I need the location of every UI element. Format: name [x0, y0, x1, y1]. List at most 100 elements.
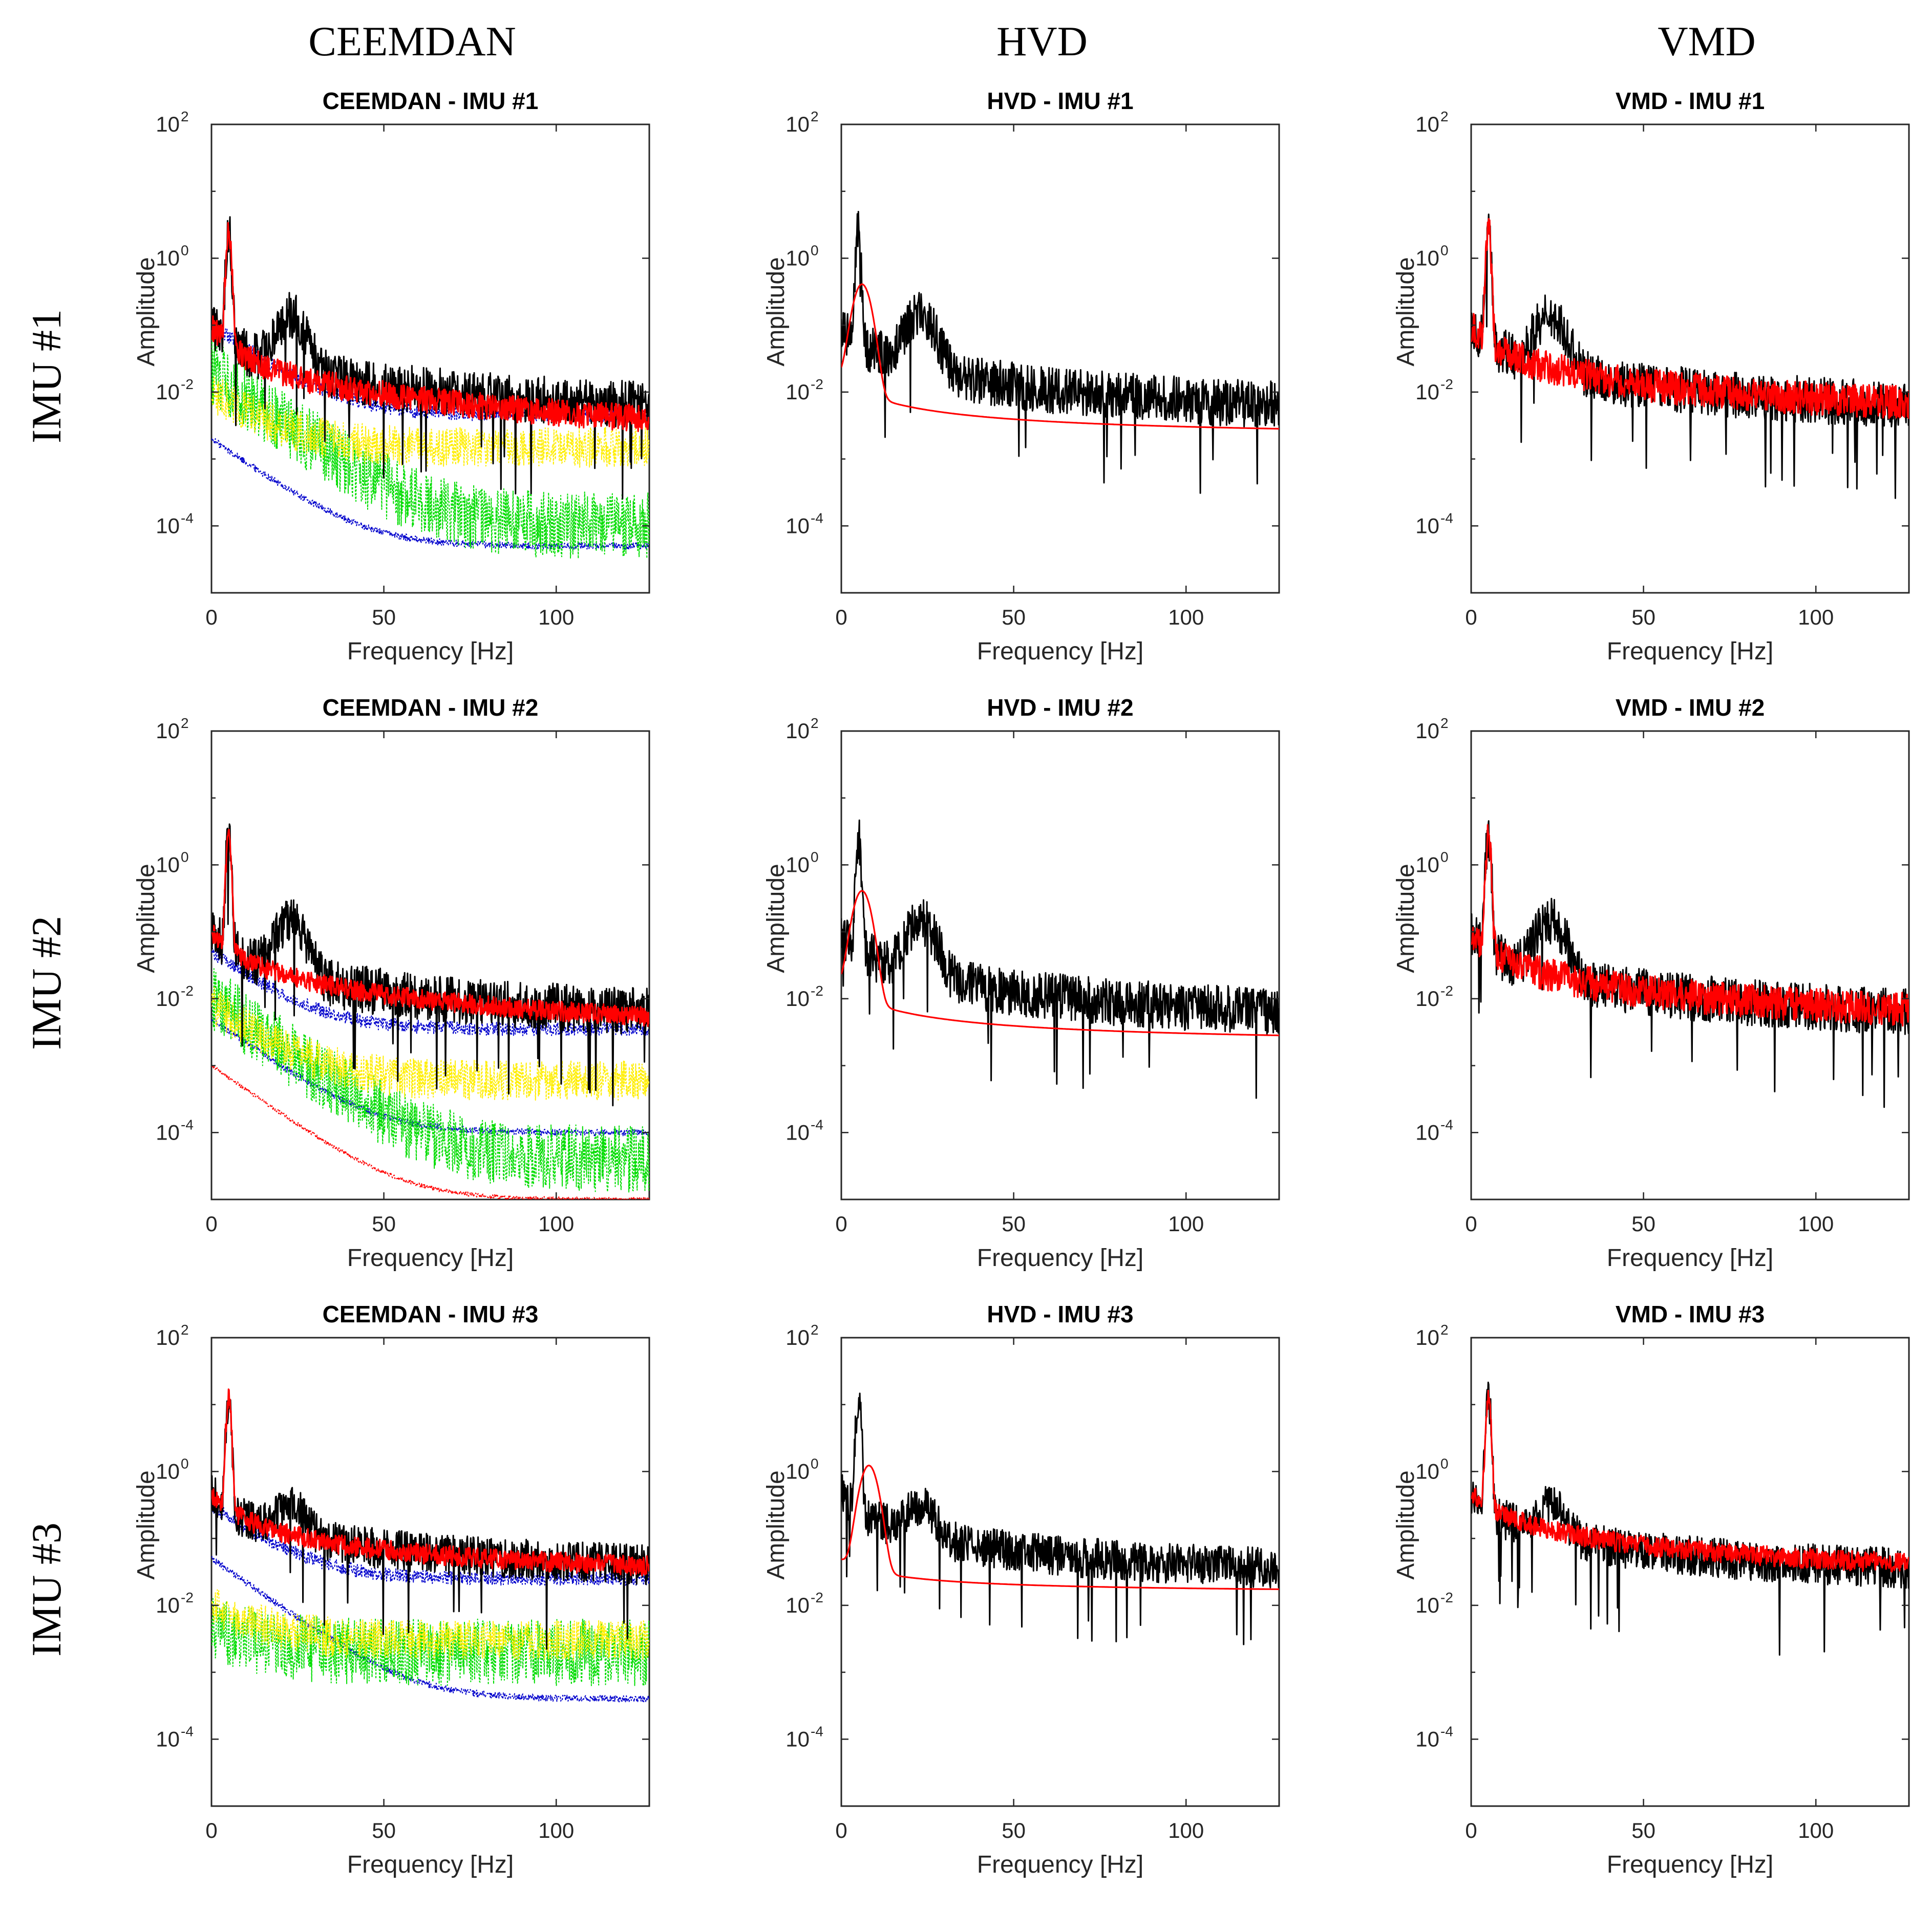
y-tick-exponent: 2 — [1440, 715, 1449, 731]
panel-title: CEEMDAN - IMU #3 — [323, 1301, 539, 1327]
x-tick-label: 100 — [538, 1818, 574, 1842]
y-tick-label: 10 — [785, 380, 810, 404]
y-tick-label: 10 — [156, 1459, 180, 1483]
y-tick-label: 10 — [156, 1727, 180, 1751]
panel-title: HVD - IMU #2 — [987, 694, 1133, 721]
x-tick-label: 100 — [1168, 1212, 1204, 1236]
y-tick-label: 10 — [785, 719, 810, 743]
y-tick-exponent: -4 — [1440, 510, 1453, 526]
y-tick-label: 10 — [1415, 246, 1439, 270]
x-tick-label: 50 — [1002, 1818, 1026, 1842]
x-tick-label: 100 — [1798, 605, 1834, 629]
y-axis-label: Amplitude — [133, 257, 160, 366]
x-tick-label: 0 — [1465, 1212, 1477, 1236]
series-group — [1471, 1381, 1909, 1656]
y-axis-label: Amplitude — [762, 257, 790, 366]
x-tick-label: 0 — [205, 605, 217, 629]
y-tick-label: 10 — [156, 1593, 180, 1617]
y-tick-label: 10 — [1415, 1593, 1439, 1617]
y-tick-exponent: 2 — [181, 715, 189, 731]
y-tick-label: 10 — [156, 1120, 180, 1144]
y-tick-label: 10 — [1415, 852, 1439, 876]
x-axis-label: Frequency [Hz] — [977, 638, 1143, 665]
y-tick-label: 10 — [785, 1593, 810, 1617]
series-red — [211, 222, 649, 433]
y-tick-label: 10 — [1415, 1325, 1439, 1349]
x-axis-label: Frequency [Hz] — [1607, 1851, 1773, 1878]
row-title-imu-1: IMU #1 — [23, 309, 70, 443]
row-titles: IMU #1 IMU #2 IMU #3 — [23, 309, 70, 1657]
x-tick-label: 50 — [372, 1212, 396, 1236]
x-tick-label: 50 — [1631, 1818, 1655, 1842]
y-axis-label: Amplitude — [1392, 864, 1419, 973]
panel-title: VMD - IMU #1 — [1616, 88, 1765, 114]
series-group — [211, 823, 649, 1199]
y-axis-label: Amplitude — [762, 864, 790, 973]
y-tick-label: 10 — [1415, 513, 1439, 538]
y-tick-exponent: 2 — [811, 109, 819, 124]
axes-frame — [840, 730, 1280, 1200]
series-group — [841, 1392, 1279, 1645]
series-yellow — [211, 376, 649, 468]
y-tick-exponent: 2 — [181, 1322, 189, 1338]
y-axis-label: Amplitude — [1392, 1470, 1419, 1579]
y-tick-label: 10 — [785, 1727, 810, 1751]
y-tick-label: 10 — [785, 246, 810, 270]
y-tick-exponent: -2 — [181, 376, 194, 392]
y-tick-label: 10 — [785, 112, 810, 136]
y-tick-label: 10 — [785, 1325, 810, 1349]
y-axis-label: Amplitude — [133, 1470, 160, 1579]
y-tick-label: 10 — [1415, 380, 1439, 404]
x-tick-label: 100 — [1798, 1818, 1834, 1842]
series-blue — [211, 1017, 649, 1136]
y-tick-exponent: -4 — [1440, 1723, 1453, 1739]
y-tick-exponent: 2 — [1440, 1322, 1449, 1338]
y-tick-exponent: -2 — [1440, 376, 1453, 392]
y-tick-label: 10 — [1415, 1459, 1439, 1483]
x-axis-label: Frequency [Hz] — [1607, 638, 1773, 665]
y-tick-exponent: 0 — [181, 849, 189, 865]
x-tick-label: 50 — [1631, 605, 1655, 629]
y-tick-label: 10 — [1415, 719, 1439, 743]
y-tick-exponent: -2 — [1440, 983, 1453, 999]
x-axis-label: Frequency [Hz] — [347, 1851, 514, 1878]
panel-title: VMD - IMU #3 — [1616, 1301, 1765, 1327]
series-red — [211, 828, 649, 1027]
y-tick-exponent: -2 — [1440, 1590, 1453, 1605]
x-tick-label: 0 — [835, 1818, 847, 1842]
series-red — [211, 1388, 649, 1577]
y-tick-label: 10 — [1415, 986, 1439, 1011]
column-title-ceemdan: CEEMDAN — [308, 18, 516, 65]
y-tick-label: 10 — [1415, 112, 1439, 136]
y-tick-label: 10 — [785, 1120, 810, 1144]
series-group — [1471, 213, 1909, 499]
x-tick-label: 0 — [835, 1212, 847, 1236]
y-tick-exponent: -4 — [811, 1723, 823, 1739]
y-tick-label: 10 — [156, 513, 180, 538]
y-tick-exponent: -2 — [181, 1590, 194, 1605]
y-tick-exponent: -4 — [811, 510, 823, 526]
series-group — [211, 1388, 649, 1703]
y-tick-exponent: -4 — [181, 510, 194, 526]
x-axis-label: Frequency [Hz] — [977, 1245, 1143, 1272]
series-yellow — [211, 986, 649, 1101]
x-tick-label: 50 — [1002, 605, 1026, 629]
y-tick-exponent: -2 — [181, 983, 194, 999]
x-tick-label: 50 — [372, 605, 396, 629]
y-tick-label: 10 — [1415, 1120, 1439, 1144]
y-tick-exponent: 2 — [1440, 109, 1449, 124]
y-tick-exponent: 0 — [811, 1455, 819, 1471]
series-blue — [211, 438, 649, 550]
y-axis-label: Amplitude — [1392, 257, 1419, 366]
column-title-hvd: HVD — [996, 18, 1088, 65]
column-titles: CEEMDAN HVD VMD — [308, 18, 1755, 65]
y-axis-label: Amplitude — [133, 864, 160, 973]
y-tick-exponent: -4 — [181, 1117, 194, 1132]
y-tick-exponent: -4 — [181, 1723, 194, 1739]
y-tick-label: 10 — [785, 1459, 810, 1483]
